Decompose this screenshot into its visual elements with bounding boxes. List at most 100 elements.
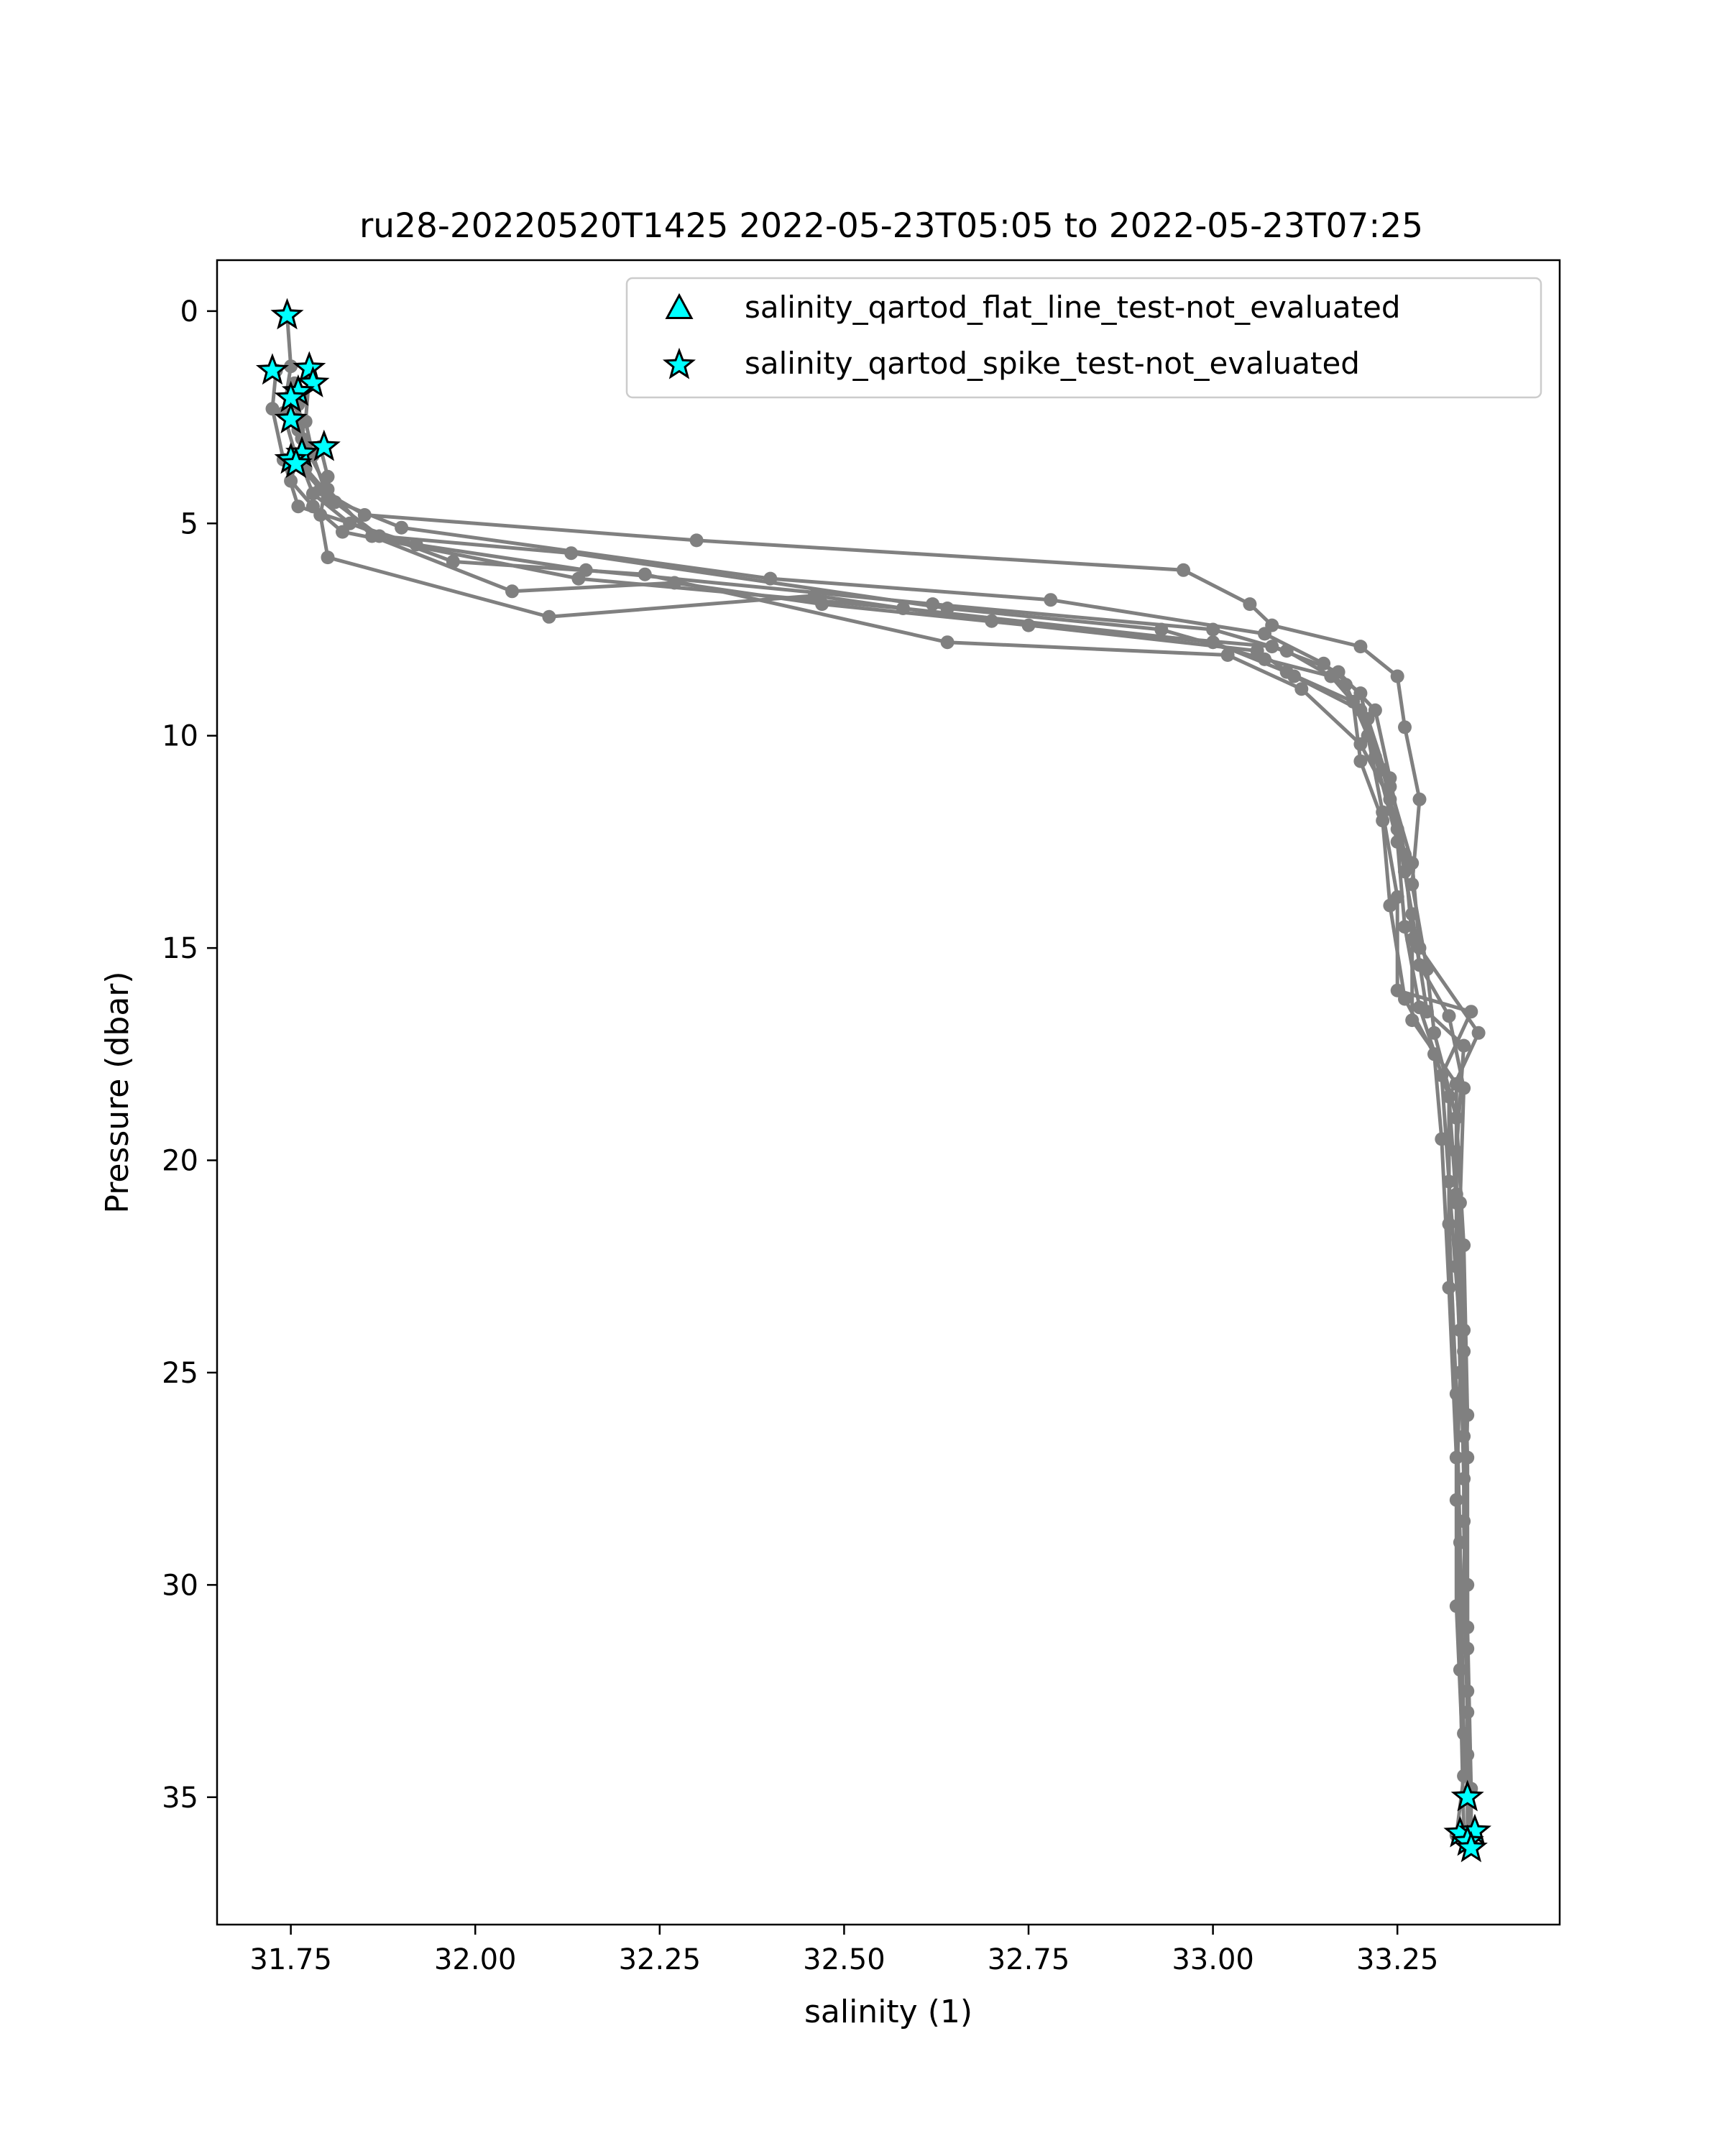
profile-point [1442, 1009, 1456, 1023]
y-tick-label: 0 [180, 295, 198, 328]
profile-point [1243, 597, 1257, 612]
spike-star-marker [1454, 1830, 1488, 1863]
profile-point [1177, 563, 1190, 577]
spike-star-marker [1450, 1779, 1484, 1812]
profile-point [1353, 737, 1368, 751]
x-tick-label: 32.75 [988, 1943, 1070, 1976]
profile-point [1412, 958, 1427, 972]
legend: salinity_qartod_flat_line_test-not_evalu… [625, 277, 1542, 399]
profile-point [1383, 898, 1397, 913]
profile-series-8 [291, 448, 1478, 1856]
profile-point [343, 516, 357, 530]
y-axis-label: Pressure (dbar) [99, 971, 136, 1213]
x-tick-label: 32.25 [619, 1943, 702, 1976]
profile-point [1457, 1081, 1471, 1095]
profile-point [505, 584, 519, 599]
x-tick-label: 33.00 [1172, 1943, 1254, 1976]
legend-box [625, 277, 1542, 399]
y-tick-label: 10 [162, 720, 198, 753]
profile-point [1460, 1450, 1475, 1465]
profile-point [1376, 814, 1390, 828]
profile-point [1044, 593, 1058, 607]
profile-point [1398, 865, 1412, 879]
profile-point [1368, 703, 1382, 717]
profile-point [1250, 644, 1264, 658]
profile-point [1353, 703, 1368, 717]
spike-test-markers [255, 298, 1491, 1863]
profile-point [1258, 627, 1271, 641]
profile-series-7 [313, 440, 1478, 1843]
profile-point [1405, 1013, 1420, 1028]
spike-star-marker [293, 351, 326, 383]
profile-point [265, 402, 280, 416]
x-axis-label: salinity (1) [804, 1994, 972, 2030]
profile-point [395, 520, 409, 535]
profile-point [1449, 1599, 1463, 1613]
profile-point [321, 550, 335, 565]
profile-point [689, 533, 704, 548]
profile-point [313, 508, 328, 522]
profile-point [1294, 682, 1309, 696]
y-tick-label: 30 [162, 1569, 198, 1602]
spike-star-marker [270, 298, 304, 330]
profile-point [1154, 622, 1169, 637]
profile-point [1457, 1323, 1471, 1337]
chart-title: ru28-20220520T1425 2022-05-23T05:05 to 2… [359, 206, 1423, 246]
profile-point [1376, 763, 1390, 777]
x-tick-label: 33.25 [1356, 1943, 1439, 1976]
profile-point [284, 474, 298, 488]
legend-star-icon [662, 347, 696, 379]
spike-star-marker [274, 402, 308, 434]
profile-point [1220, 648, 1235, 662]
y-tick-label: 5 [180, 507, 198, 540]
profile-line-8 [296, 454, 1473, 1848]
profile-point [1287, 669, 1301, 683]
profile-point [564, 546, 579, 561]
x-tick-label: 31.75 [249, 1943, 332, 1976]
y-tick-label: 15 [162, 932, 198, 965]
x-tick-label: 32.00 [434, 1943, 517, 1976]
profile-point [571, 571, 586, 586]
profile-point [1449, 1259, 1463, 1273]
profile-point [1449, 1450, 1463, 1465]
plot-area [255, 298, 1491, 1863]
y-tick-label: 35 [162, 1782, 198, 1815]
y-axis: 0 5 10 15 20 25 30 35 [162, 295, 217, 1815]
profile-point [291, 499, 305, 514]
profile-point [1420, 1005, 1434, 1019]
profile-point [1442, 1089, 1456, 1104]
plot-frame [216, 259, 1561, 1926]
spike-star-marker [296, 366, 330, 397]
legend-label: salinity_qartod_flat_line_test-not_evalu… [745, 290, 1401, 325]
profile-point [1471, 1026, 1486, 1040]
profile-point [1353, 754, 1368, 768]
profile-point [985, 614, 999, 628]
spike-star-marker [307, 429, 341, 461]
profile-point [1353, 640, 1368, 654]
spike-star-marker [255, 353, 290, 385]
profile-point [1460, 1620, 1475, 1634]
profile-point [1442, 1281, 1456, 1295]
profile-point [284, 359, 298, 374]
x-axis: 31.75 32.00 32.25 32.50 32.75 33.00 33.25 [249, 1925, 1438, 1976]
legend-label: salinity_qartod_spike_test-not_evaluated [745, 346, 1360, 381]
profile-point [1449, 1145, 1463, 1159]
profile-point [1390, 669, 1404, 683]
profile-point [638, 567, 652, 581]
profile-point [1398, 720, 1412, 734]
spike-star-marker [279, 446, 313, 479]
y-tick-label: 25 [162, 1357, 198, 1390]
profile-point [1265, 640, 1279, 654]
profile-point [542, 609, 556, 624]
profile-point [1412, 792, 1427, 806]
y-tick-label: 20 [162, 1145, 198, 1178]
profile-point [1435, 1132, 1449, 1146]
profile-point [1453, 1196, 1467, 1210]
profile-point [1398, 920, 1412, 934]
profile-point [305, 487, 320, 501]
profile-point [321, 469, 335, 484]
x-tick-label: 32.50 [803, 1943, 886, 1976]
profile-point [1331, 665, 1346, 679]
legend-triangle-icon [665, 292, 694, 319]
